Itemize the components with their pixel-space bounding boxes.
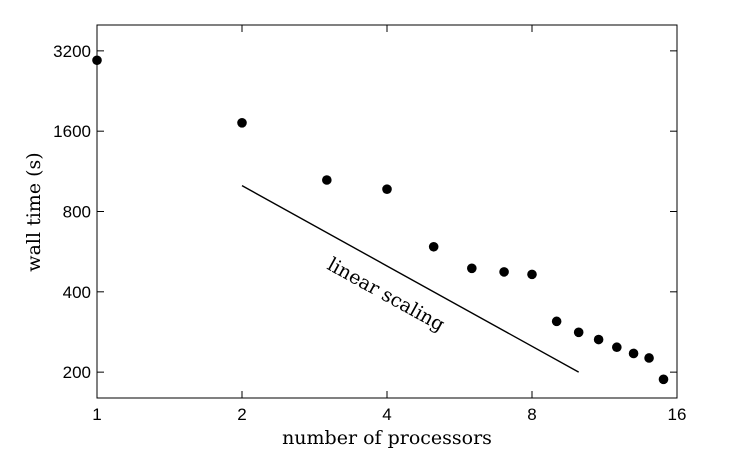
data-point bbox=[237, 117, 247, 128]
y-tick-label: 1600 bbox=[53, 122, 91, 141]
y-axis-label: wall time (s) bbox=[23, 152, 45, 271]
data-point bbox=[382, 184, 392, 194]
data-point bbox=[527, 269, 537, 280]
data-point bbox=[573, 327, 584, 338]
data-point bbox=[551, 316, 562, 327]
data-point bbox=[628, 348, 639, 359]
data-point bbox=[593, 334, 604, 345]
x-tick-label: 4 bbox=[382, 405, 391, 424]
data-point bbox=[92, 55, 102, 66]
data-point bbox=[322, 175, 332, 185]
x-tick-label: 16 bbox=[668, 405, 687, 424]
linear-scaling-line bbox=[241, 185, 580, 373]
data-point bbox=[428, 241, 439, 252]
y-tick-label: 400 bbox=[63, 283, 91, 302]
y-tick-label: 3200 bbox=[53, 42, 91, 61]
y-axis-ticks: 200 400 800 1600 3200 bbox=[53, 42, 677, 382]
x-tick-label: 8 bbox=[527, 405, 536, 424]
x-axis-ticks: 1 2 4 8 16 bbox=[92, 25, 686, 424]
linear-scaling-reference: linear scaling bbox=[241, 185, 580, 373]
data-point bbox=[658, 374, 669, 385]
data-point bbox=[612, 342, 622, 353]
data-points bbox=[92, 55, 669, 385]
x-axis-label: number of processors bbox=[282, 427, 492, 449]
data-point bbox=[499, 267, 509, 277]
y-tick-label: 800 bbox=[63, 203, 91, 222]
x-tick-label: 2 bbox=[237, 405, 246, 424]
data-point bbox=[467, 263, 477, 274]
plot-frame bbox=[96, 24, 678, 399]
x-tick-label: 1 bbox=[92, 405, 101, 424]
y-tick-label: 200 bbox=[63, 363, 91, 382]
data-point bbox=[644, 353, 654, 363]
